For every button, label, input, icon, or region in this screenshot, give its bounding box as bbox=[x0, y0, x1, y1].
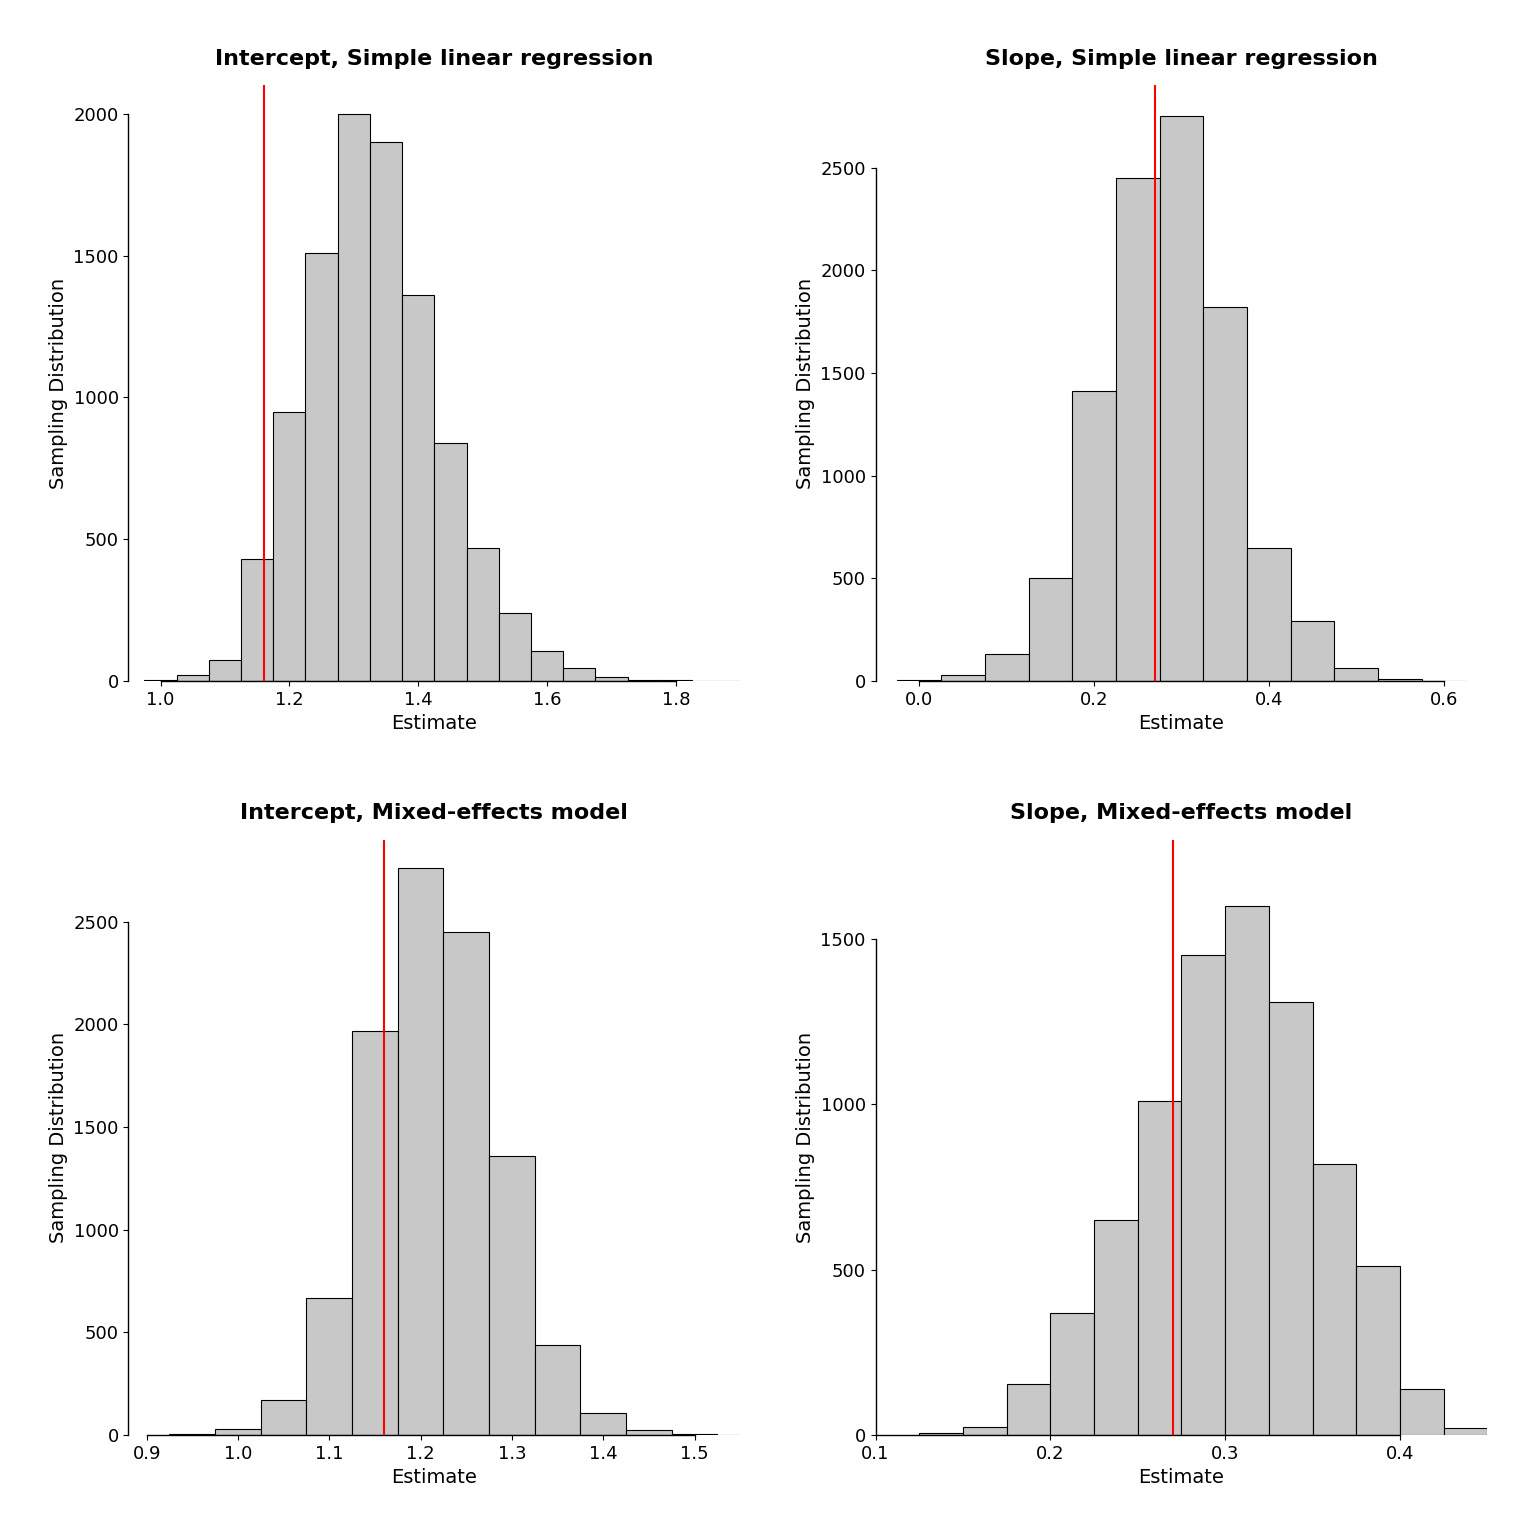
Bar bbox=[467, 548, 499, 680]
Y-axis label: Sampling Distribution: Sampling Distribution bbox=[796, 278, 814, 488]
X-axis label: Estimate: Estimate bbox=[392, 714, 478, 733]
Bar bbox=[338, 114, 370, 680]
Bar bbox=[942, 674, 985, 680]
Y-axis label: Sampling Distribution: Sampling Distribution bbox=[49, 1032, 68, 1243]
Bar bbox=[596, 677, 628, 680]
Bar bbox=[1029, 579, 1072, 680]
Bar bbox=[1203, 307, 1247, 680]
Bar bbox=[398, 868, 444, 1435]
Bar bbox=[1313, 1164, 1356, 1435]
Bar bbox=[627, 1430, 671, 1435]
Bar bbox=[919, 1433, 963, 1435]
Bar bbox=[444, 932, 488, 1435]
Bar bbox=[1356, 1266, 1399, 1435]
Bar bbox=[499, 613, 531, 680]
Y-axis label: Sampling Distribution: Sampling Distribution bbox=[49, 278, 68, 488]
Bar bbox=[535, 1344, 581, 1435]
Bar bbox=[261, 1401, 307, 1435]
Bar bbox=[209, 660, 241, 680]
Bar bbox=[985, 654, 1029, 680]
Bar bbox=[1160, 117, 1203, 680]
Bar bbox=[1138, 1101, 1181, 1435]
Bar bbox=[177, 676, 209, 680]
Bar bbox=[1290, 622, 1335, 680]
Bar bbox=[1181, 955, 1226, 1435]
Bar bbox=[1247, 547, 1290, 680]
Title: Intercept, Mixed-effects model: Intercept, Mixed-effects model bbox=[240, 803, 628, 823]
Title: Intercept, Simple linear regression: Intercept, Simple linear regression bbox=[215, 49, 653, 69]
X-axis label: Estimate: Estimate bbox=[1138, 714, 1224, 733]
Bar bbox=[1399, 1389, 1444, 1435]
Bar bbox=[963, 1427, 1006, 1435]
Bar bbox=[1094, 1220, 1138, 1435]
Bar bbox=[1072, 392, 1117, 680]
Bar bbox=[564, 668, 596, 680]
Bar bbox=[241, 559, 273, 680]
Bar bbox=[1269, 1001, 1313, 1435]
X-axis label: Estimate: Estimate bbox=[392, 1468, 478, 1487]
Bar bbox=[307, 1298, 352, 1435]
Bar bbox=[531, 651, 564, 680]
Y-axis label: Sampling Distribution: Sampling Distribution bbox=[796, 1032, 816, 1243]
Bar bbox=[306, 253, 338, 680]
Bar bbox=[1378, 679, 1422, 680]
X-axis label: Estimate: Estimate bbox=[1138, 1468, 1224, 1487]
Bar bbox=[215, 1428, 261, 1435]
Bar bbox=[352, 1031, 398, 1435]
Bar bbox=[1444, 1428, 1487, 1435]
Bar bbox=[581, 1413, 627, 1435]
Bar bbox=[273, 412, 306, 680]
Bar bbox=[435, 442, 467, 680]
Bar bbox=[1335, 668, 1378, 680]
Bar bbox=[488, 1155, 535, 1435]
Bar bbox=[1051, 1313, 1094, 1435]
Bar bbox=[1006, 1384, 1051, 1435]
Title: Slope, Simple linear regression: Slope, Simple linear regression bbox=[985, 49, 1378, 69]
Bar bbox=[370, 143, 402, 680]
Bar bbox=[1226, 906, 1269, 1435]
Bar bbox=[1117, 178, 1160, 680]
Bar bbox=[402, 295, 435, 680]
Title: Slope, Mixed-effects model: Slope, Mixed-effects model bbox=[1011, 803, 1353, 823]
